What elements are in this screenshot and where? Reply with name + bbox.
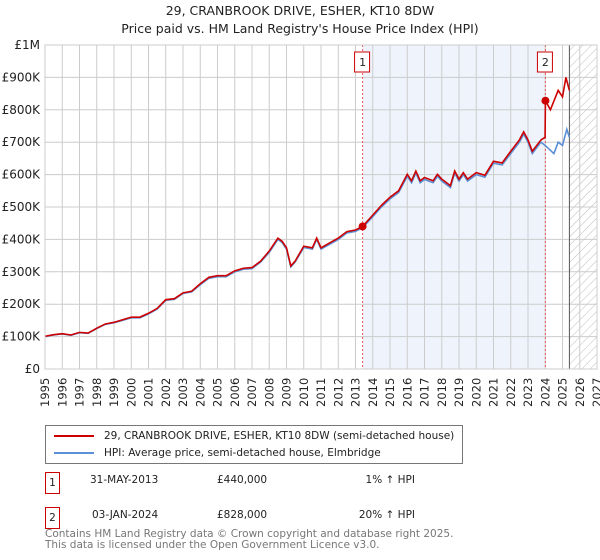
- x-tick-label: 2008: [262, 378, 276, 407]
- x-tick-label: 2021: [487, 378, 501, 407]
- x-tick-label: 2014: [366, 378, 380, 407]
- y-tick-label: £600K: [2, 168, 42, 182]
- footer-line-1: Contains HM Land Registry data © Crown c…: [45, 528, 454, 540]
- chart-title: 29, CRANBROOK DRIVE, ESHER, KT10 8DW: [165, 3, 435, 18]
- x-tick-label: 2006: [228, 378, 242, 407]
- legend-label-price: 29, CRANBROOK DRIVE, ESHER, KT10 8DW (se…: [104, 430, 455, 442]
- x-tick-label: 1995: [38, 378, 52, 407]
- x-tick-label: 1997: [73, 378, 87, 407]
- x-tick-label: 2000: [124, 378, 138, 407]
- x-tick-label: 2003: [176, 378, 190, 407]
- sale-label: 2: [542, 56, 549, 69]
- y-tick-label: £200K: [2, 297, 42, 311]
- sale-label-box: [536, 51, 553, 73]
- legend-swatch-price: [54, 435, 94, 437]
- x-tick-label: 2001: [142, 378, 156, 407]
- x-tick-label: 2020: [469, 378, 483, 407]
- plot-area: £0 £100K £200K £300K £400K £500K £600K £700K £80…: [2, 38, 600, 407]
- x-tick-label: 2026: [573, 378, 587, 407]
- sale-point: [541, 96, 550, 105]
- x-tick-label: 2013: [349, 378, 363, 407]
- x-tick-label: 2018: [435, 378, 449, 407]
- y-tick-label: £700K: [2, 135, 42, 149]
- y-tick-label: £0: [25, 362, 40, 376]
- x-tick-label: 2015: [383, 378, 397, 407]
- sale-hpi-delta: 1% ↑ HPI: [365, 474, 415, 486]
- x-tick-label: 2009: [280, 378, 294, 407]
- x-tick-label: 2027: [590, 378, 600, 407]
- legend-label-hpi: HPI: Average price, semi-detached house,…: [104, 447, 381, 459]
- sale-date: 03-JAN-2024: [92, 509, 159, 521]
- sale-badge: 2: [45, 507, 60, 529]
- sale-point: [358, 222, 367, 231]
- x-tick-label: 2004: [193, 378, 207, 407]
- series-line-price: [44, 77, 571, 338]
- x-tick-label: 2002: [159, 378, 173, 407]
- y-tick-label: £1M: [14, 38, 40, 52]
- x-tick-label: 2005: [211, 378, 225, 407]
- y-tick-label: £100K: [2, 330, 42, 344]
- x-tick-label: 2024: [538, 378, 552, 407]
- y-tick-label: £500K: [2, 200, 42, 214]
- sale-date: 31-MAY-2013: [90, 474, 159, 486]
- x-tick-label: 2022: [504, 378, 518, 407]
- x-tick-label: 2023: [521, 378, 535, 407]
- legend-swatch-hpi: [54, 452, 94, 454]
- x-tick-label: 2016: [400, 378, 414, 407]
- plot-border: [44, 44, 598, 370]
- x-tick-label: 2019: [452, 378, 466, 407]
- x-tick-label: 2012: [331, 378, 345, 407]
- x-tick-label: 1998: [90, 378, 104, 407]
- x-tick-label: 2010: [297, 378, 311, 407]
- sale-price: £440,000: [217, 474, 268, 486]
- legend: 29, CRANBROOK DRIVE, ESHER, KT10 8DW (se…: [45, 425, 463, 464]
- y-tick-label: £800K: [2, 103, 42, 117]
- x-tick-label: 2007: [245, 378, 259, 407]
- chart-subtitle: Price paid vs. HM Land Registry's House …: [121, 21, 479, 36]
- y-tick-label: £900K: [2, 70, 42, 84]
- y-tick-label: £300K: [2, 265, 42, 279]
- sale-badge: 1: [45, 472, 60, 494]
- footer-line-2: This data is licensed under the Open Gov…: [45, 539, 380, 551]
- x-tick-label: 1996: [55, 378, 69, 407]
- y-tick-label: £400K: [2, 232, 42, 246]
- footer: Contains HM Land Registry data © Crown c…: [45, 529, 453, 551]
- x-tick-label: 1999: [107, 378, 121, 407]
- sale-price: £828,000: [217, 509, 268, 521]
- sale-hpi-delta: 20% ↑ HPI: [358, 509, 415, 521]
- x-tick-label: 2025: [556, 378, 570, 407]
- sale-label: 1: [359, 56, 366, 69]
- x-tick-label: 2011: [314, 378, 328, 407]
- sale-label-box: [354, 51, 371, 73]
- x-tick-label: 2017: [418, 378, 432, 407]
